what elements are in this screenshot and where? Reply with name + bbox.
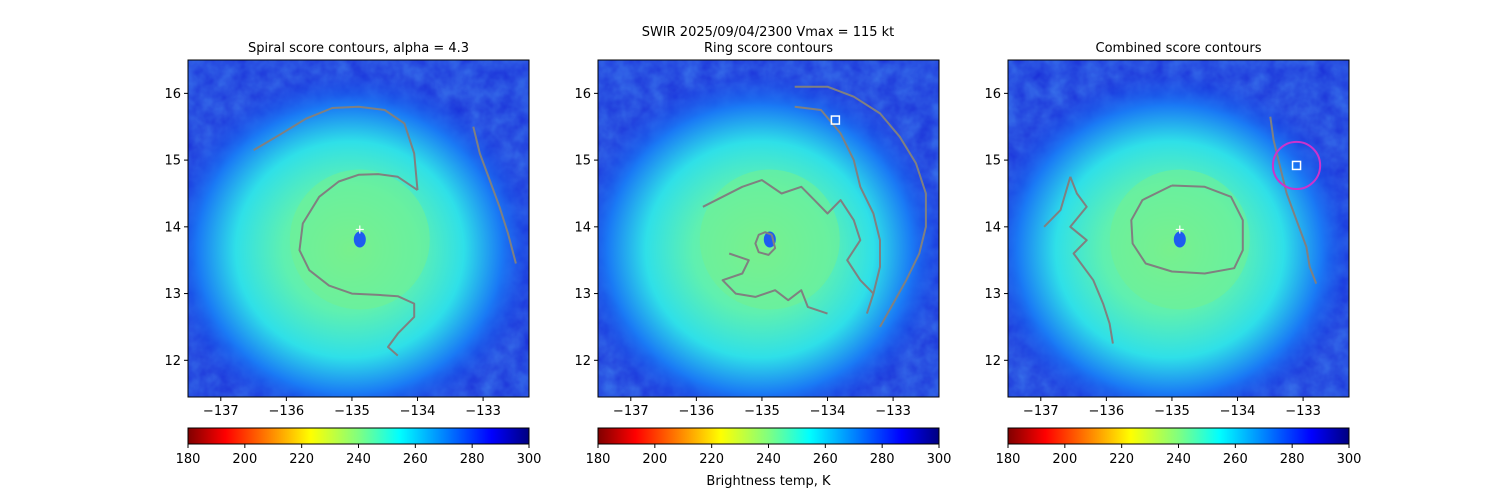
satellite-image <box>598 60 939 397</box>
colorbar-tick-label: 280 <box>870 452 895 467</box>
y-tick-label: 12 <box>164 354 181 369</box>
panel-title: Ring score contours <box>704 41 833 56</box>
x-tick-label: −135 <box>334 404 370 419</box>
x-tick-label: −137 <box>613 404 649 419</box>
y-tick-label: 14 <box>574 220 591 235</box>
y-tick-label: 12 <box>574 354 591 369</box>
contour-eastern-band <box>472 126 517 264</box>
x-tick-label: −133 <box>875 404 911 419</box>
panels: Spiral score contours, alpha = 4.3 −137 −1… <box>164 41 1362 489</box>
x-tick-label: −135 <box>1154 404 1190 419</box>
center-square-marker <box>1291 160 1302 171</box>
colorbar-tick-label: 240 <box>346 452 371 467</box>
colorbar-tick-label: 260 <box>1223 452 1248 467</box>
colorbar-tick-label: 220 <box>699 452 724 467</box>
colorbar-tick-label: 240 <box>1166 452 1191 467</box>
figure-suptitle: SWIR 2025/09/04/2300 Vmax = 115 kt <box>642 25 895 40</box>
colorbar-tick-label: 300 <box>927 452 952 467</box>
colorbar: 180 200 220 240 260 280 300 <box>996 427 1362 467</box>
colorbar-tick-label: 280 <box>460 452 485 467</box>
y-tick-label: 13 <box>984 287 1001 302</box>
panel-2: Ring score contours −137 −136 −135 −134 −133 1… <box>574 41 952 489</box>
eye <box>353 231 366 248</box>
x-tick-label: −133 <box>1285 404 1321 419</box>
colorbar-tick-label: 200 <box>1052 452 1077 467</box>
y-tick-label: 12 <box>984 354 1001 369</box>
satellite-image <box>188 60 529 397</box>
x-tick-label: −135 <box>744 404 780 419</box>
x-tick-label: −134 <box>400 404 436 419</box>
uncertainty-circle <box>1271 140 1322 191</box>
colorbar-tick-label: 220 <box>1109 452 1134 467</box>
colorbar-tick-label: 260 <box>403 452 428 467</box>
panel-1: Spiral score contours, alpha = 4.3 −137 −1… <box>164 41 542 467</box>
contour-west-band <box>1069 176 1114 344</box>
x-tick-label: −134 <box>1220 404 1256 419</box>
center-plus-marker <box>355 225 364 234</box>
colorbar-tick-label: 300 <box>517 452 542 467</box>
contour-east-band <box>1269 116 1318 284</box>
x-tick-label: −137 <box>203 404 239 419</box>
contour-eye-ring <box>754 231 777 256</box>
colorbar-tick-label: 300 <box>1337 452 1362 467</box>
y-tick-label: 13 <box>164 287 181 302</box>
y-tick-label: 16 <box>164 87 181 102</box>
contour-outer-arc <box>253 105 419 191</box>
panel-3: Combined score contours −137 −136 −135 −134 −… <box>984 41 1362 467</box>
contour-inner-ring <box>1130 184 1244 275</box>
satellite-image <box>1008 60 1349 397</box>
colorbar-tick-label: 260 <box>813 452 838 467</box>
colorbar-tick-label: 180 <box>586 452 611 467</box>
x-tick-label: −137 <box>1023 404 1059 419</box>
panel-title: Combined score contours <box>1096 41 1262 56</box>
colorbar-label: Brightness temp, K <box>706 474 831 489</box>
x-tick-label: −134 <box>810 404 846 419</box>
center-plus-marker <box>1175 225 1184 234</box>
y-tick-label: 15 <box>574 154 591 169</box>
y-tick-label: 14 <box>984 220 1001 235</box>
y-tick-label: 16 <box>574 87 591 102</box>
colorbar-tick-label: 240 <box>756 452 781 467</box>
colorbar-tick-label: 180 <box>176 452 201 467</box>
contour-inner-spiral <box>298 173 419 357</box>
colorbar-gradient <box>597 427 940 445</box>
plot-frame <box>187 59 530 398</box>
x-tick-label: −136 <box>679 404 715 419</box>
x-tick-label: −133 <box>465 404 501 419</box>
colorbar-tick-label: 200 <box>642 452 667 467</box>
plot-frame <box>1007 59 1350 398</box>
colorbar-tick-label: 220 <box>289 452 314 467</box>
colorbar: 180 200 220 240 260 280 300 Brightness temp, K <box>586 427 952 489</box>
colorbar-tick-label: 200 <box>232 452 257 467</box>
y-tick-label: 15 <box>984 154 1001 169</box>
x-tick-label: −136 <box>269 404 305 419</box>
colorbar-gradient <box>187 427 530 445</box>
y-tick-label: 14 <box>164 220 181 235</box>
colorbar-tick-label: 280 <box>1280 452 1305 467</box>
y-tick-label: 15 <box>164 154 181 169</box>
y-tick-label: 13 <box>574 287 591 302</box>
center-square-marker <box>830 115 841 125</box>
eye <box>1173 231 1186 248</box>
plot-frame <box>597 59 940 398</box>
colorbar: 180 200 220 240 260 280 300 <box>176 427 542 467</box>
y-tick-label: 16 <box>984 87 1001 102</box>
panel-title: Spiral score contours, alpha = 4.3 <box>248 41 469 56</box>
contour-ring-noise-north <box>702 179 875 295</box>
contour-west-band-top <box>1043 176 1072 228</box>
x-tick-label: −136 <box>1089 404 1125 419</box>
contour-ring-band-east <box>794 85 927 328</box>
colorbar-gradient <box>1007 427 1350 445</box>
contour-ring-noise-west <box>721 252 828 315</box>
colorbar-tick-label: 180 <box>996 452 1021 467</box>
